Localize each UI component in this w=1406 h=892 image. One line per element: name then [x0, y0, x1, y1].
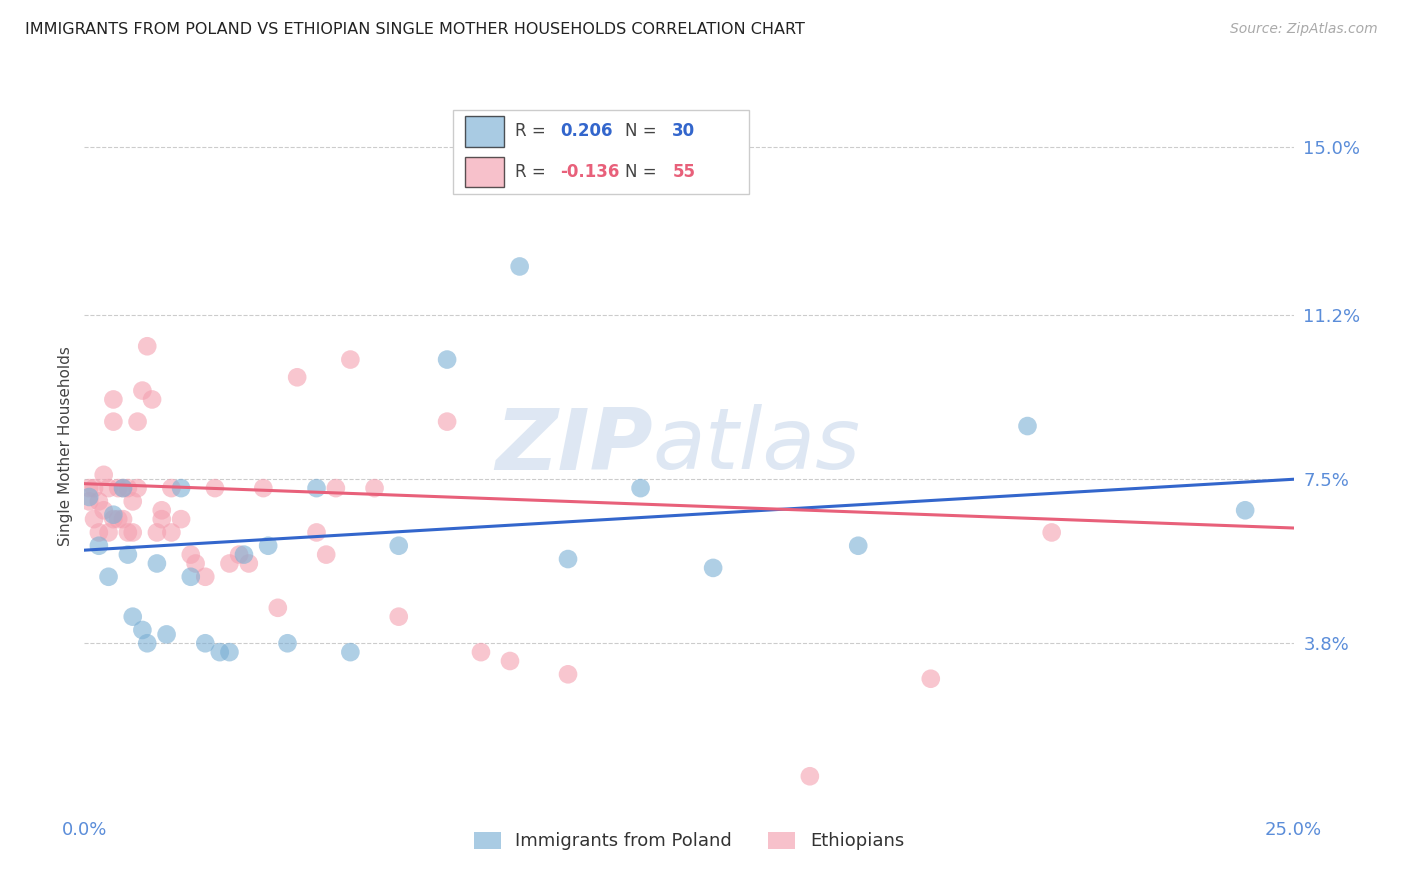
Point — [920, 672, 942, 686]
Point — [146, 525, 169, 540]
Point — [83, 481, 105, 495]
Point — [103, 415, 125, 429]
Point — [117, 481, 139, 495]
Point — [184, 557, 207, 571]
Point — [1017, 419, 1039, 434]
Text: atlas: atlas — [652, 404, 860, 488]
Legend: Immigrants from Poland, Ethiopians: Immigrants from Poland, Ethiopians — [467, 824, 911, 857]
Point — [702, 561, 724, 575]
Point — [557, 667, 579, 681]
Point — [150, 503, 173, 517]
Point — [305, 525, 328, 540]
Point — [77, 481, 100, 495]
Point — [127, 481, 149, 495]
Y-axis label: Single Mother Households: Single Mother Households — [58, 346, 73, 546]
Point — [339, 352, 361, 367]
Point — [218, 557, 240, 571]
Point — [155, 627, 177, 641]
Point — [87, 494, 110, 508]
Point — [194, 570, 217, 584]
Point — [170, 512, 193, 526]
Point — [267, 600, 290, 615]
Point — [218, 645, 240, 659]
Point — [436, 352, 458, 367]
Point — [630, 481, 652, 495]
Text: IMMIGRANTS FROM POLAND VS ETHIOPIAN SINGLE MOTHER HOUSEHOLDS CORRELATION CHART: IMMIGRANTS FROM POLAND VS ETHIOPIAN SING… — [25, 22, 806, 37]
Point — [146, 557, 169, 571]
Point — [93, 503, 115, 517]
Point — [305, 481, 328, 495]
Point — [77, 494, 100, 508]
Point — [97, 525, 120, 540]
Point — [121, 525, 143, 540]
Point — [208, 645, 231, 659]
Point — [557, 552, 579, 566]
Point — [112, 481, 135, 495]
Point — [117, 525, 139, 540]
Point — [103, 392, 125, 407]
Point — [285, 370, 308, 384]
Point — [470, 645, 492, 659]
Point — [83, 512, 105, 526]
Point — [436, 415, 458, 429]
Point — [103, 508, 125, 522]
Point — [93, 467, 115, 482]
Point — [315, 548, 337, 562]
Point — [252, 481, 274, 495]
Point — [257, 539, 280, 553]
Point — [127, 415, 149, 429]
Point — [87, 525, 110, 540]
Point — [363, 481, 385, 495]
Point — [325, 481, 347, 495]
Point — [339, 645, 361, 659]
Point — [276, 636, 298, 650]
Point — [77, 490, 100, 504]
Point — [799, 769, 821, 783]
Point — [170, 481, 193, 495]
Point — [121, 609, 143, 624]
Point — [194, 636, 217, 650]
Point — [160, 525, 183, 540]
Point — [1234, 503, 1257, 517]
Point — [150, 512, 173, 526]
Point — [141, 392, 163, 407]
Point — [388, 539, 411, 553]
Point — [233, 548, 256, 562]
Point — [499, 654, 522, 668]
Point — [180, 548, 202, 562]
Point — [87, 539, 110, 553]
Text: Source: ZipAtlas.com: Source: ZipAtlas.com — [1230, 22, 1378, 37]
Point — [238, 557, 260, 571]
Point — [112, 512, 135, 526]
Point — [228, 548, 250, 562]
Point — [97, 570, 120, 584]
Point — [136, 339, 159, 353]
Point — [180, 570, 202, 584]
Point — [121, 494, 143, 508]
Point — [388, 609, 411, 624]
Point — [131, 384, 153, 398]
Point — [204, 481, 226, 495]
Point — [103, 512, 125, 526]
Point — [97, 481, 120, 495]
Point — [131, 623, 153, 637]
Text: ZIP: ZIP — [495, 404, 652, 488]
Point — [112, 481, 135, 495]
Point — [107, 512, 129, 526]
Point — [509, 260, 531, 274]
Point — [160, 481, 183, 495]
Point — [1040, 525, 1063, 540]
Point — [117, 548, 139, 562]
Point — [846, 539, 869, 553]
Point — [136, 636, 159, 650]
Point — [107, 481, 129, 495]
